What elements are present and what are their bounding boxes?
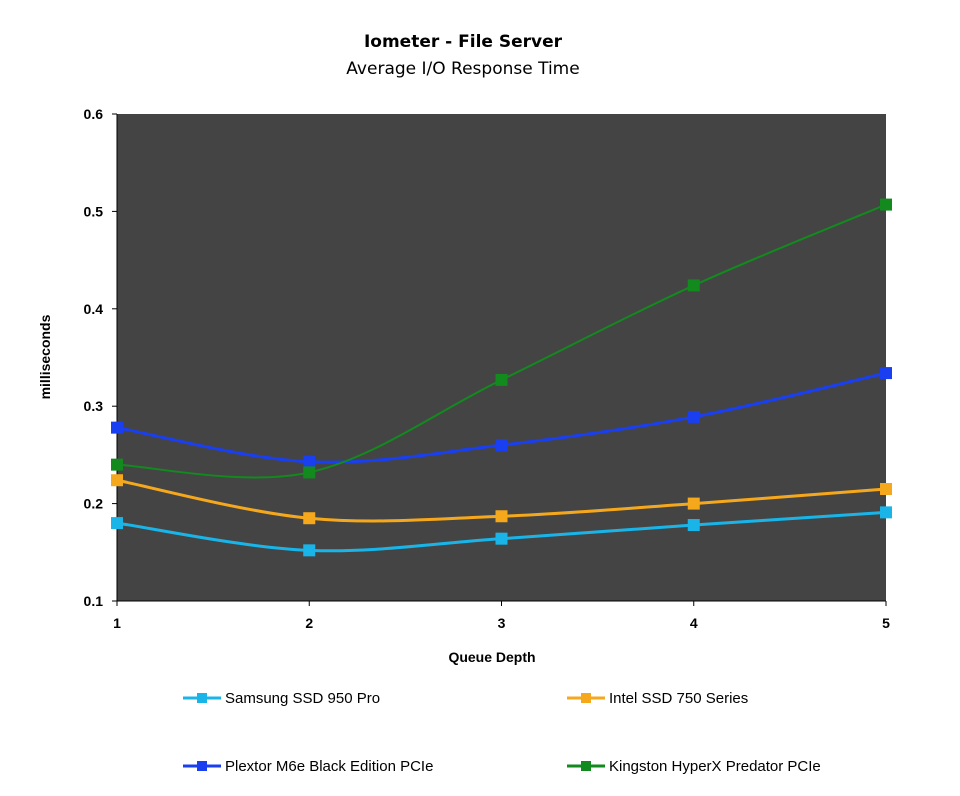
x-tick-label: 2 xyxy=(305,615,313,631)
data-point-marker xyxy=(880,506,892,519)
x-tick-label: 3 xyxy=(498,615,506,631)
series-kingston-hyperx-predator-pcie xyxy=(111,198,892,479)
data-point-marker xyxy=(111,458,123,471)
data-point-marker xyxy=(495,439,508,452)
legend-item: Plextor M6e Black Edition PCIe xyxy=(183,758,433,775)
data-point-marker xyxy=(687,497,700,510)
plot-area xyxy=(117,114,886,601)
data-point-marker xyxy=(880,482,892,495)
legend-label: Intel SSD 750 Series xyxy=(609,690,748,707)
legend-label: Plextor M6e Black Edition PCIe xyxy=(225,758,433,775)
data-point-marker xyxy=(303,455,316,468)
legend-item: Kingston HyperX Predator PCIe xyxy=(567,758,821,775)
legend-item: Samsung SSD 950 Pro xyxy=(183,690,380,707)
data-point-marker xyxy=(111,421,123,434)
y-tick-label: 0.2 xyxy=(84,496,104,512)
data-point-marker xyxy=(111,517,123,530)
data-point-marker xyxy=(495,373,508,386)
data-point-marker xyxy=(303,512,316,525)
legend-marker-icon xyxy=(581,761,591,771)
legend-marker-icon xyxy=(197,693,207,703)
x-tick-label: 1 xyxy=(113,615,121,631)
legend-marker-icon xyxy=(197,761,207,771)
x-axis-label: Queue Depth xyxy=(448,649,535,665)
chart-title: Iometer - File Server xyxy=(364,32,563,52)
data-point-marker xyxy=(880,367,892,380)
legend-marker-icon xyxy=(581,693,591,703)
y-axis-label: milliseconds xyxy=(37,314,53,399)
series-plextor-m6e-black-edition-pcie xyxy=(111,367,892,468)
data-point-marker xyxy=(687,279,700,292)
x-tick-label: 5 xyxy=(882,615,890,631)
legend-item: Intel SSD 750 Series xyxy=(567,690,748,707)
y-tick-label: 0.6 xyxy=(84,106,104,122)
y-tick-label: 0.4 xyxy=(84,301,104,317)
data-point-marker xyxy=(303,544,316,557)
y-tick-label: 0.1 xyxy=(84,593,104,609)
data-point-marker xyxy=(495,510,508,523)
data-point-marker xyxy=(111,474,123,487)
series-intel-ssd-750-series xyxy=(111,474,892,525)
y-tick-label: 0.5 xyxy=(84,203,104,219)
data-point-marker xyxy=(687,519,700,532)
legend-label: Kingston HyperX Predator PCIe xyxy=(609,758,821,775)
x-tick-label: 4 xyxy=(690,615,698,631)
chart-subtitle: Average I/O Response Time xyxy=(346,59,579,79)
series-samsung-ssd-950-pro xyxy=(111,506,892,557)
data-point-marker xyxy=(303,466,316,479)
data-point-marker xyxy=(880,198,892,211)
legend-label: Samsung SSD 950 Pro xyxy=(225,690,380,707)
y-tick-label: 0.3 xyxy=(84,398,104,414)
data-point-marker xyxy=(495,532,508,545)
data-point-marker xyxy=(687,410,700,423)
